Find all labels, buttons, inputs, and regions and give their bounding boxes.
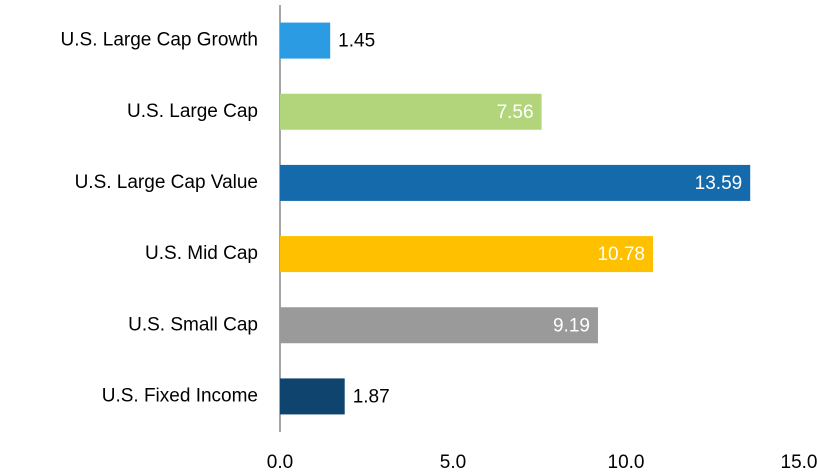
data-label: 1.45 xyxy=(338,31,375,52)
y-tick-label: U.S. Fixed Income xyxy=(102,385,258,406)
y-tick-label: U.S. Small Cap xyxy=(128,314,258,335)
bar xyxy=(280,236,653,273)
bar xyxy=(280,164,751,201)
x-tick-label: 5.0 xyxy=(440,452,466,473)
bar xyxy=(280,22,331,59)
y-tick-label: U.S. Large Cap Value xyxy=(75,172,258,193)
y-tick-label: U.S. Mid Cap xyxy=(145,243,258,264)
x-tick-label: 10.0 xyxy=(608,452,645,473)
bar xyxy=(280,307,598,344)
x-tick-label: 15.0 xyxy=(781,452,817,473)
y-tick-label: U.S. Large Cap Growth xyxy=(61,30,258,51)
x-tick-label: 0.0 xyxy=(267,452,293,473)
data-label: 7.56 xyxy=(497,102,534,123)
data-label: 9.19 xyxy=(553,315,590,336)
data-label: 13.59 xyxy=(695,173,743,194)
data-label: 10.78 xyxy=(597,244,645,265)
bar xyxy=(280,378,345,415)
data-label: 1.87 xyxy=(353,386,390,407)
bar xyxy=(280,93,542,130)
y-tick-label: U.S. Large Cap xyxy=(127,101,258,122)
